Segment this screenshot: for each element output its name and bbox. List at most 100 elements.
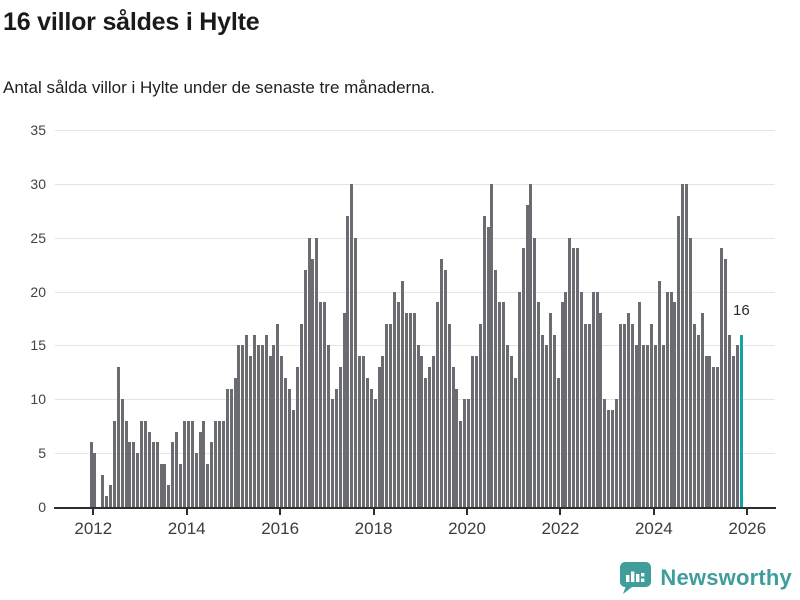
bar: [128, 442, 132, 507]
x-axis-tick: [466, 509, 468, 515]
bar: [299, 323, 303, 507]
x-axis-tick-label: 2022: [541, 519, 580, 538]
newsworthy-logo: Newsworthy: [618, 561, 792, 595]
bar: [661, 345, 665, 507]
x-axis-tick-label: 2012: [74, 519, 113, 538]
bar: [673, 302, 677, 507]
bar: [665, 291, 669, 507]
bar: [580, 291, 584, 507]
bar: [101, 474, 105, 507]
bar: [467, 399, 471, 507]
newsworthy-brand-text: Newsworthy: [660, 565, 792, 590]
bar: [626, 313, 630, 507]
y-axis-tick-label: 30: [30, 175, 46, 192]
bar: [120, 399, 124, 507]
bar: [330, 399, 334, 507]
bar: [186, 420, 190, 507]
bar: [338, 366, 342, 507]
x-axis-tick-label: 2024: [634, 519, 673, 538]
y-axis-tick-label: 15: [30, 337, 46, 354]
bar: [249, 356, 253, 507]
bar: [225, 388, 229, 507]
x-axis-tick: [185, 509, 188, 515]
x-axis-tick: [279, 509, 282, 515]
bar: [202, 420, 206, 507]
bar: [712, 366, 716, 507]
bar: [159, 463, 163, 507]
bar: [112, 420, 116, 507]
bar: [420, 356, 424, 507]
bar: [288, 388, 292, 507]
bar: [175, 431, 179, 507]
bar: [689, 237, 693, 507]
bar: [576, 248, 580, 507]
x-axis-tick-label: 2026: [728, 519, 767, 538]
bar: [548, 313, 552, 507]
bar: [618, 323, 622, 507]
bar: [303, 270, 307, 507]
bar: [615, 399, 619, 507]
bar: [377, 366, 381, 507]
bar: [167, 485, 171, 507]
bar: [595, 291, 599, 507]
bar: [362, 356, 365, 507]
bar: [471, 356, 474, 507]
bar: [513, 377, 517, 507]
bar: [529, 183, 533, 507]
bar: [155, 442, 159, 507]
bar: [385, 323, 389, 507]
bar: [498, 302, 502, 507]
bar: [696, 334, 700, 507]
bar: [704, 356, 708, 507]
bar: [291, 410, 295, 507]
bar: [424, 377, 428, 507]
bar: [124, 420, 128, 507]
x-axis-tick-label: 2016: [261, 519, 300, 538]
bar: [669, 291, 673, 507]
bar: [716, 366, 720, 507]
bar: [607, 410, 611, 507]
bar: [700, 313, 704, 507]
bar: [646, 345, 650, 507]
bar: [432, 356, 436, 507]
bar: [727, 334, 731, 507]
bar: [182, 420, 186, 507]
x-axis-tick: [372, 509, 375, 515]
bar: [108, 485, 112, 507]
bar: [439, 259, 443, 507]
x-axis-tick-label: 2020: [448, 519, 486, 538]
bar: [451, 366, 455, 507]
bar: [295, 366, 299, 507]
bar: [206, 463, 210, 507]
bar: [245, 334, 249, 507]
bar: [599, 313, 603, 507]
bar: [692, 323, 696, 507]
y-axis-tick-label: 0: [38, 499, 46, 515]
bar: [603, 399, 607, 507]
bar: [412, 313, 416, 507]
bar: [435, 302, 439, 507]
bar: [638, 302, 642, 507]
gridline: [55, 291, 775, 293]
bar: [443, 270, 447, 507]
bar: [486, 226, 490, 507]
bar: [268, 356, 272, 507]
bar: [214, 420, 218, 507]
bar: [509, 356, 513, 507]
gridline: [55, 237, 775, 239]
bar: [280, 356, 284, 507]
bar: [400, 280, 404, 507]
bar: [708, 356, 712, 507]
bar: [724, 259, 728, 507]
bar: [323, 302, 327, 507]
bar: [568, 237, 572, 507]
bar: [105, 496, 109, 507]
bar: [194, 453, 198, 507]
bar: [272, 345, 276, 507]
bar: [650, 323, 654, 507]
y-axis-tick-label: 35: [30, 122, 46, 138]
x-axis-tick: [559, 509, 562, 515]
bar: [264, 334, 268, 507]
bar: [140, 420, 144, 507]
